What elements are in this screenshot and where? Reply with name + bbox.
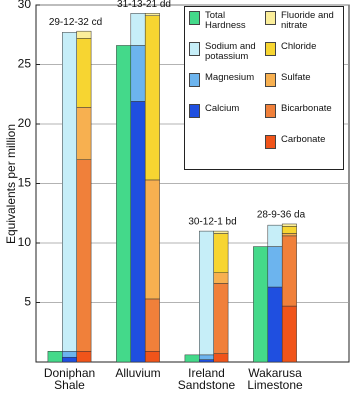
bar-segment xyxy=(267,224,283,247)
bar-segment xyxy=(281,305,297,363)
bar-segment xyxy=(213,230,229,234)
legend-item: Sulfate xyxy=(265,73,343,104)
legend-item: Bicarbonate xyxy=(265,104,343,135)
bar-segment xyxy=(62,356,77,363)
legend-label: Fluoride and nitrate xyxy=(281,10,334,31)
legend: Total Hardness Sodium and potassium Magnes… xyxy=(184,6,344,170)
bar-segment xyxy=(144,298,160,352)
bar-segment xyxy=(199,359,214,363)
bar-segment xyxy=(76,107,92,160)
bar-segment xyxy=(47,351,63,363)
legend-label: Calcium xyxy=(205,103,240,114)
legend-label: Chloride xyxy=(281,41,317,52)
legend-swatch xyxy=(265,135,276,149)
legend-column: Fluoride and nitrate Chloride Sulfate Bicar… xyxy=(265,11,343,166)
legend-swatch xyxy=(265,73,276,87)
bar-segment xyxy=(62,32,77,352)
y-tick-label: 25 xyxy=(18,57,32,71)
bar-segment xyxy=(144,13,160,16)
y-tick-label: 10 xyxy=(18,235,32,249)
legend-swatch xyxy=(189,42,200,56)
bar-segment xyxy=(199,230,214,356)
legend-label: Carbonate xyxy=(281,134,326,145)
bar-segment xyxy=(130,13,146,46)
legend-swatch xyxy=(189,104,200,118)
bar-segment xyxy=(213,233,229,273)
bar-segment xyxy=(76,30,92,39)
legend-item: Total Hardness xyxy=(189,11,267,42)
well-label: 28-9-36 da xyxy=(257,210,306,221)
bar-segment xyxy=(213,353,229,363)
y-tick-label: 30 xyxy=(18,0,32,11)
legend-column: Total Hardness Sodium and potassium Magnes… xyxy=(189,11,267,135)
legend-swatch xyxy=(265,11,276,25)
bar-segment xyxy=(144,15,160,181)
well-label: 31-13-21 dd xyxy=(117,0,171,10)
legend-item: Calcium xyxy=(189,104,267,135)
legend-item: Chloride xyxy=(265,42,343,73)
bar-segment xyxy=(76,38,92,108)
legend-item: Magnesium xyxy=(189,73,267,104)
y-axis-label: Equivalents per million xyxy=(4,124,18,244)
legend-label: Total Hardness xyxy=(205,10,246,31)
legend-item: Carbonate xyxy=(265,135,343,166)
legend-swatch xyxy=(265,42,276,56)
bar-segment xyxy=(267,286,283,363)
bar-segment xyxy=(281,223,297,227)
bar-segment xyxy=(144,351,160,363)
bar-segment xyxy=(253,246,269,363)
bar-segment xyxy=(281,233,297,237)
legend-item: Sodium and potassium xyxy=(189,42,267,73)
legend-label: Sulfate xyxy=(281,72,311,83)
bar-segment xyxy=(213,272,229,284)
bar-segment xyxy=(130,45,146,102)
y-tick-label: 15 xyxy=(18,176,32,190)
bar-segment xyxy=(130,101,146,363)
well-label: 29-12-32 cd xyxy=(49,17,102,28)
bar-segment xyxy=(281,235,297,307)
x-tick-label: Alluvium xyxy=(115,366,161,380)
y-tick-label: 5 xyxy=(24,295,31,309)
legend-label: Sodium and potassium xyxy=(205,41,256,62)
x-tick-label: Wakarusa Limestone xyxy=(247,366,303,392)
bar-segment xyxy=(184,354,200,363)
legend-label: Magnesium xyxy=(205,72,255,83)
bar-segment xyxy=(213,283,229,354)
x-tick-label: Doniphan Shale xyxy=(43,366,96,392)
x-tick-label: Ireland Sandstone xyxy=(177,366,236,392)
bar-segment xyxy=(116,45,132,363)
y-tick-label: 20 xyxy=(18,116,32,130)
bar-segment xyxy=(281,226,297,234)
bar-segment xyxy=(76,351,92,363)
bar-segment xyxy=(76,159,92,352)
legend-swatch xyxy=(265,104,276,118)
legend-label: Bicarbonate xyxy=(281,103,332,114)
legend-swatch xyxy=(189,11,200,25)
bar-segment xyxy=(199,354,214,360)
legend-item: Fluoride and nitrate xyxy=(265,11,343,42)
well-label: 30-12-1 bd xyxy=(188,217,236,228)
bar-segment xyxy=(267,246,283,288)
bar-segment xyxy=(62,351,77,358)
legend-swatch xyxy=(189,73,200,87)
bar-segment xyxy=(144,179,160,300)
